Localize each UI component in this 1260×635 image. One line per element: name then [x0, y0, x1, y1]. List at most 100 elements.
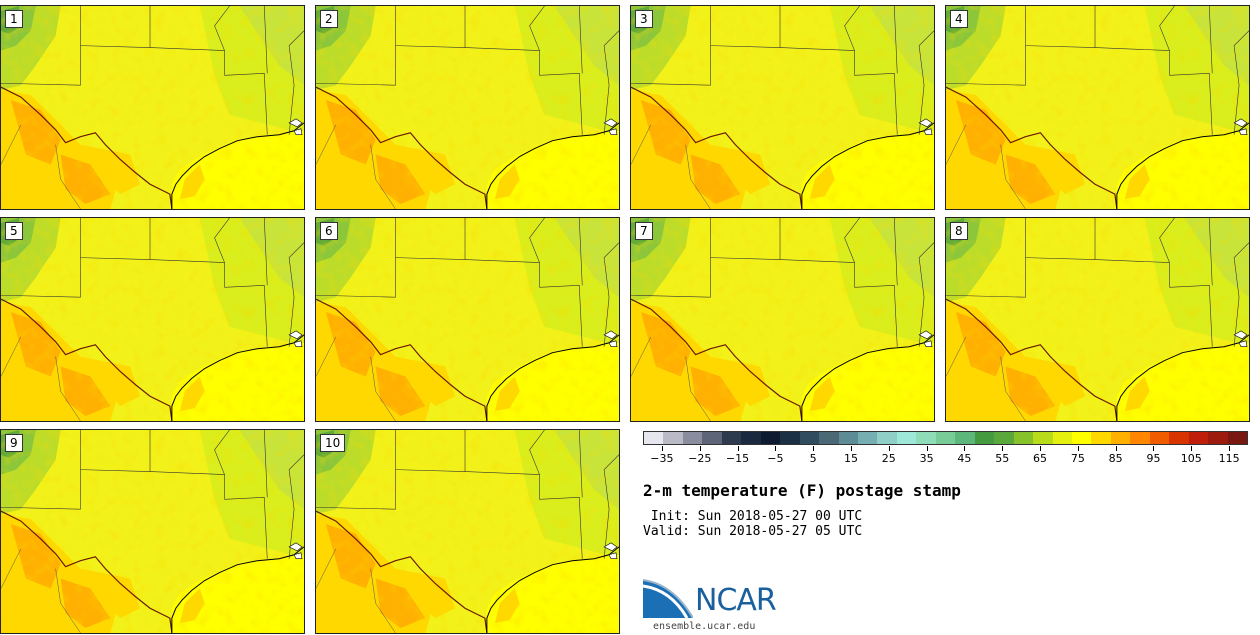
site-url: ensemble.ucar.edu: [653, 621, 756, 632]
colorbar-tick: [1077, 446, 1079, 451]
colorbar-swatch: [1208, 432, 1228, 444]
colorbar-swatch: [741, 432, 761, 444]
colorbar-swatch: [1227, 432, 1248, 444]
colorbar-swatch: [994, 432, 1014, 444]
colorbar-tick: [699, 446, 701, 451]
colorbar-swatch: [838, 432, 858, 444]
temperature-map: [946, 218, 1249, 421]
colorbar-tick-label: 5: [809, 452, 817, 465]
member-number-label: 7: [635, 222, 653, 240]
colorbar-swatch: [1130, 432, 1150, 444]
colorbar-tick: [888, 446, 890, 451]
colorbar-swatch: [760, 432, 781, 444]
colorbar-swatch: [974, 432, 995, 444]
colorbar-tick-label: 45: [957, 452, 972, 465]
member-map-panel: 7: [630, 217, 935, 422]
colorbar-tick-label: 105: [1180, 452, 1202, 465]
member-number-label: 5: [5, 222, 23, 240]
colorbar-swatch: [935, 432, 956, 444]
colorbar-swatch: [877, 432, 897, 444]
colorbar-swatch: [1033, 432, 1053, 444]
colorbar-tick: [964, 446, 966, 451]
temperature-map: [631, 6, 934, 209]
member-map-panel: 9: [0, 429, 305, 634]
colorbar-swatch: [896, 432, 917, 444]
colorbar-tick-label: −15: [725, 452, 750, 465]
member-map-panel: 4: [945, 5, 1250, 210]
temperature-map: [1, 218, 304, 421]
temperature-map: [316, 6, 619, 209]
colorbar-swatch: [916, 432, 936, 444]
member-number-label: 2: [320, 10, 338, 28]
colorbar-tick-label: 95: [1146, 452, 1161, 465]
colorbar-tick: [1115, 446, 1117, 451]
colorbar-swatch: [721, 432, 742, 444]
member-number-label: 8: [950, 222, 968, 240]
member-number-label: 4: [950, 10, 968, 28]
temperature-map: [1, 6, 304, 209]
colorbar-swatch: [702, 432, 722, 444]
colorbar-tick: [1040, 446, 1042, 451]
colorbar-tick-label: −25: [688, 452, 712, 465]
ncar-logo: NCAR: [643, 578, 803, 620]
colorbar-tick-label: 35: [919, 452, 934, 465]
member-map-panel: 5: [0, 217, 305, 422]
colorbar-swatch: [663, 432, 683, 444]
colorbar-tick-label: 55: [995, 452, 1010, 465]
colorbar-tick-label: 115: [1218, 452, 1240, 465]
colorbar-swatch: [644, 432, 664, 444]
colorbar-swatch: [1110, 432, 1131, 444]
colorbar-ticks: −35 −25 −15 −5 5 15 25 35 45 55 65 75 85 95 105 115: [643, 446, 1248, 466]
colorbar-swatch: [1071, 432, 1092, 444]
member-map-panel: 6: [315, 217, 620, 422]
temperature-map: [316, 218, 619, 421]
colorbar-swatch: [780, 432, 800, 444]
colorbar-swatch: [682, 432, 703, 444]
colorbar-tick-label: 65: [1033, 452, 1048, 465]
colorbar-tick-label: −5: [767, 452, 784, 465]
temperature-map: [1, 430, 304, 633]
colorbar-tick: [1229, 446, 1231, 451]
colorbar-swatch: [1149, 432, 1170, 444]
colorbar-tick: [737, 446, 739, 451]
member-map-panel: 3: [630, 5, 935, 210]
temperature-map: [316, 430, 619, 633]
colorbar-tick-label: 15: [843, 452, 858, 465]
colorbar-swatch: [1169, 432, 1189, 444]
colorbar-tick: [1002, 446, 1004, 451]
temperature-colorbar: [643, 431, 1248, 445]
temperature-map: [946, 6, 1249, 209]
ncar-swoosh-icon: [643, 579, 693, 618]
colorbar-tick: [775, 446, 777, 451]
temperature-map: [631, 218, 934, 421]
member-number-label: 9: [5, 434, 23, 452]
colorbar-tick: [813, 446, 815, 451]
colorbar-tick: [661, 446, 663, 451]
colorbar-tick-label: −35: [650, 452, 674, 465]
member-map-panel: 2: [315, 5, 620, 210]
colorbar-tick: [926, 446, 928, 451]
colorbar-tick-label: 25: [881, 452, 896, 465]
member-number-label: 6: [320, 222, 338, 240]
colorbar-tick: [850, 446, 852, 451]
page-title: 2-m temperature (F) postage stamp: [643, 481, 961, 500]
colorbar-tick: [1191, 446, 1193, 451]
colorbar-swatch: [1091, 432, 1111, 444]
member-map-panel: 10: [315, 429, 620, 634]
valid-time: Valid: Sun 2018-05-27 05 UTC: [643, 524, 863, 539]
colorbar-swatch: [1013, 432, 1034, 444]
init-time: Init: Sun 2018-05-27 00 UTC: [643, 509, 863, 524]
colorbar-tick-label: 85: [1108, 452, 1123, 465]
colorbar-swatch: [1188, 432, 1209, 444]
member-number-label: 1: [5, 10, 23, 28]
colorbar-tick: [1153, 446, 1155, 451]
member-number-label: 10: [320, 434, 346, 452]
colorbar-swatch: [857, 432, 878, 444]
member-map-panel: 1: [0, 5, 305, 210]
member-number-label: 3: [635, 10, 653, 28]
colorbar-tick-label: 75: [1070, 452, 1085, 465]
colorbar-swatch: [1052, 432, 1072, 444]
ncar-logo-text: NCAR: [695, 583, 777, 618]
member-map-panel: 8: [945, 217, 1250, 422]
colorbar-swatch: [799, 432, 820, 444]
